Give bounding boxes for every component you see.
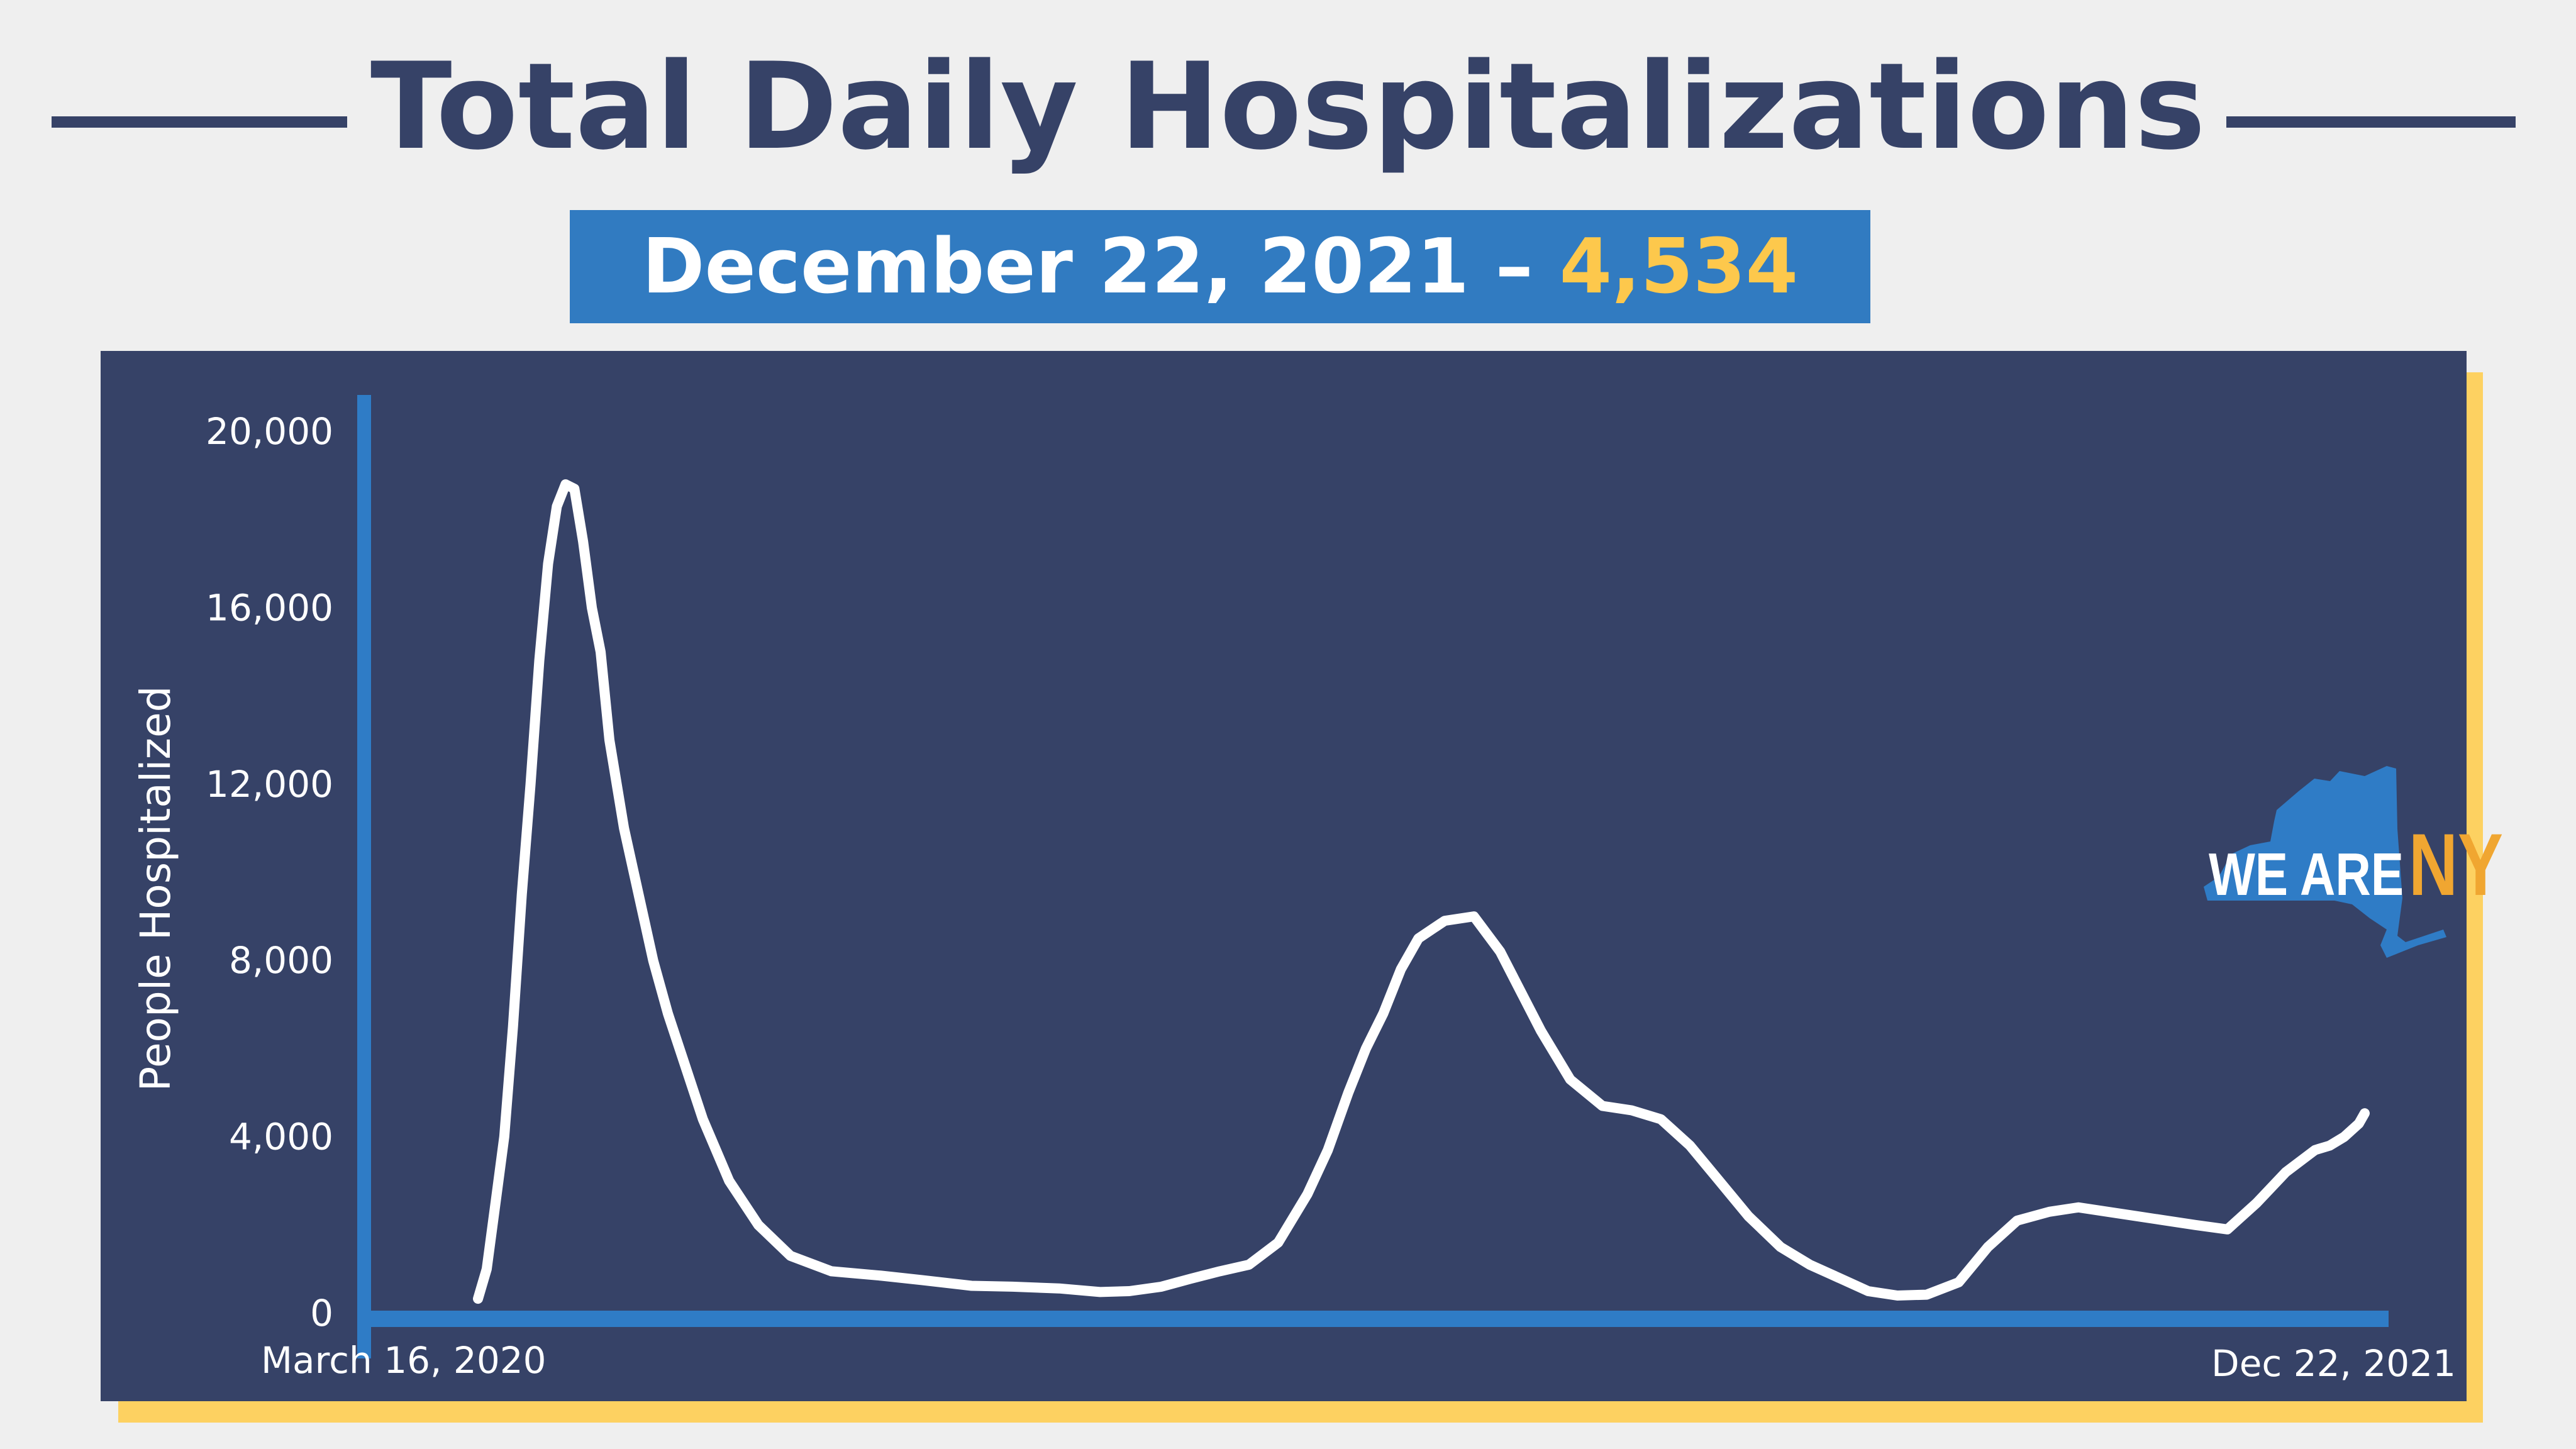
y-tick-label: 20,000 (206, 410, 333, 453)
banner-date: December 22, 2021 – (641, 223, 1560, 311)
y-tick-label: 12,000 (206, 763, 333, 806)
hospitalizations-series-line (473, 479, 2370, 1304)
x-axis-line (357, 1311, 2389, 1327)
logo-text-ny: NY (2409, 815, 2503, 914)
banner-value: 4,534 (1559, 223, 1799, 311)
title-rule-right (2226, 116, 2516, 128)
x-tick-label-end: Dec 22, 2021 (2211, 1342, 2456, 1385)
y-tick-label: 4,000 (229, 1116, 333, 1158)
new-york-state-map-icon (2204, 766, 2446, 958)
y-tick-label: 0 (310, 1292, 333, 1335)
hospitalizations-line-chart: 0 4,000 8,000 12,000 16,000 20,000 March 16, … (131, 395, 2456, 1385)
x-tick-label-start: March 16, 2020 (261, 1339, 547, 1382)
y-axis-label: People Hospitalized (131, 686, 180, 1091)
y-tick-label: 8,000 (229, 939, 333, 982)
latest-value-banner: December 22, 2021 – 4,534 (570, 210, 1870, 323)
page-title: Total Daily Hospitalizations (370, 37, 2206, 176)
chart-panel: 0 4,000 8,000 12,000 16,000 20,000 March 16, … (101, 351, 2503, 1401)
we-are-ny-logo: WE ARE NY (2204, 766, 2503, 958)
y-tick-label: 16,000 (206, 586, 333, 629)
logo-text-we-are: WE ARE (2209, 841, 2404, 908)
y-axis-line (357, 395, 371, 1358)
title-rule-left (52, 116, 347, 128)
y-axis-ticks: 0 4,000 8,000 12,000 16,000 20,000 (206, 410, 333, 1335)
